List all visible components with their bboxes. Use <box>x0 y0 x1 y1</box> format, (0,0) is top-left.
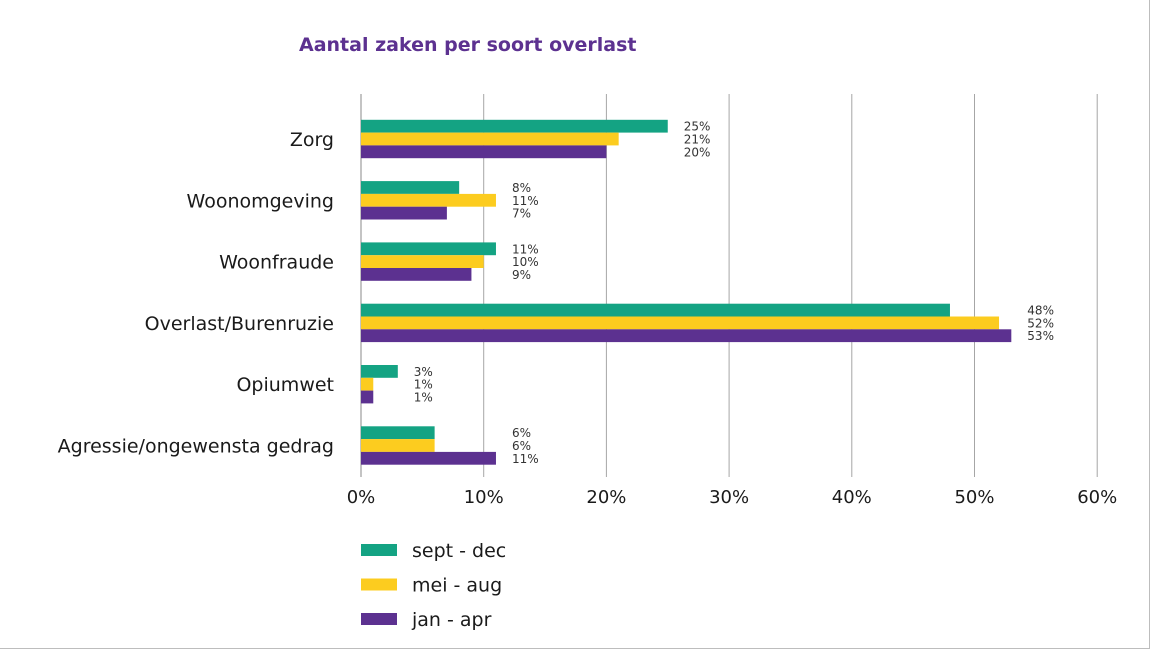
data-label: 1% <box>414 391 433 405</box>
data-label: 52% <box>1027 316 1054 330</box>
data-label: 10% <box>512 255 539 269</box>
bar <box>361 377 374 391</box>
legend-label: sept - dec <box>412 540 506 562</box>
data-label: 6% <box>512 426 531 440</box>
x-tick-label: 40% <box>832 487 872 508</box>
category-label: Woonomgeving <box>187 190 334 212</box>
data-label: 48% <box>1027 304 1054 318</box>
bar <box>361 242 496 256</box>
data-label: 20% <box>684 145 711 159</box>
bar <box>361 255 484 268</box>
bar <box>361 365 398 378</box>
data-label: 1% <box>414 378 433 392</box>
data-label: 11% <box>512 242 539 256</box>
bar <box>361 145 607 159</box>
category-label: Woonfraude <box>219 252 334 274</box>
bar <box>361 193 496 207</box>
data-label: 11% <box>512 194 539 208</box>
category-label: Opiumwet <box>236 374 334 396</box>
data-label: 8% <box>512 181 531 195</box>
bar <box>361 316 1000 330</box>
data-label: 25% <box>684 120 711 134</box>
data-labels: 25%21%20%8%11%7%11%10%9%48%52%53%3%1%1%6… <box>414 120 1054 466</box>
category-label: Agressie/ongewensta gedrag <box>58 436 334 458</box>
legend-swatch <box>361 578 397 591</box>
data-label: 21% <box>684 133 711 147</box>
chart-title: Aantal zaken per soort overlast <box>299 34 637 56</box>
bar <box>361 119 668 133</box>
bar <box>361 390 374 404</box>
bar <box>361 426 435 440</box>
x-tick-label: 20% <box>586 487 626 508</box>
legend-label: jan - apr <box>411 609 492 631</box>
data-label: 7% <box>512 207 531 221</box>
bar <box>361 439 435 452</box>
data-label: 9% <box>512 268 531 282</box>
data-label: 53% <box>1027 329 1054 343</box>
data-label: 11% <box>512 452 539 466</box>
legend-swatch <box>361 544 397 556</box>
bar <box>361 206 447 220</box>
data-label: 6% <box>512 439 531 453</box>
data-label: 3% <box>414 365 433 379</box>
x-tick-label: 30% <box>709 487 749 508</box>
x-tick-label: 50% <box>954 487 994 508</box>
x-tick-label: 60% <box>1077 487 1117 508</box>
bar <box>361 303 950 317</box>
legend-label: mei - aug <box>412 575 502 597</box>
x-tick-labels: 0% 10% 20% 30% 40% 50% 60% <box>347 487 1117 508</box>
bars <box>361 119 1012 465</box>
legend-swatch <box>361 613 397 625</box>
bar <box>361 181 460 194</box>
category-label: Overlast/Burenruzie <box>145 313 334 335</box>
x-tick-label: 10% <box>464 487 504 508</box>
bar <box>361 132 619 146</box>
bar <box>361 268 472 281</box>
legend: sept - dec mei - aug jan - apr <box>361 540 506 631</box>
x-tick-label: 0% <box>347 487 376 508</box>
bar <box>361 329 1012 343</box>
bar <box>361 451 496 465</box>
category-label: Zorg <box>290 129 334 151</box>
category-labels: Zorg Woonomgeving Woonfraude Overlast/Buren… <box>58 129 334 458</box>
